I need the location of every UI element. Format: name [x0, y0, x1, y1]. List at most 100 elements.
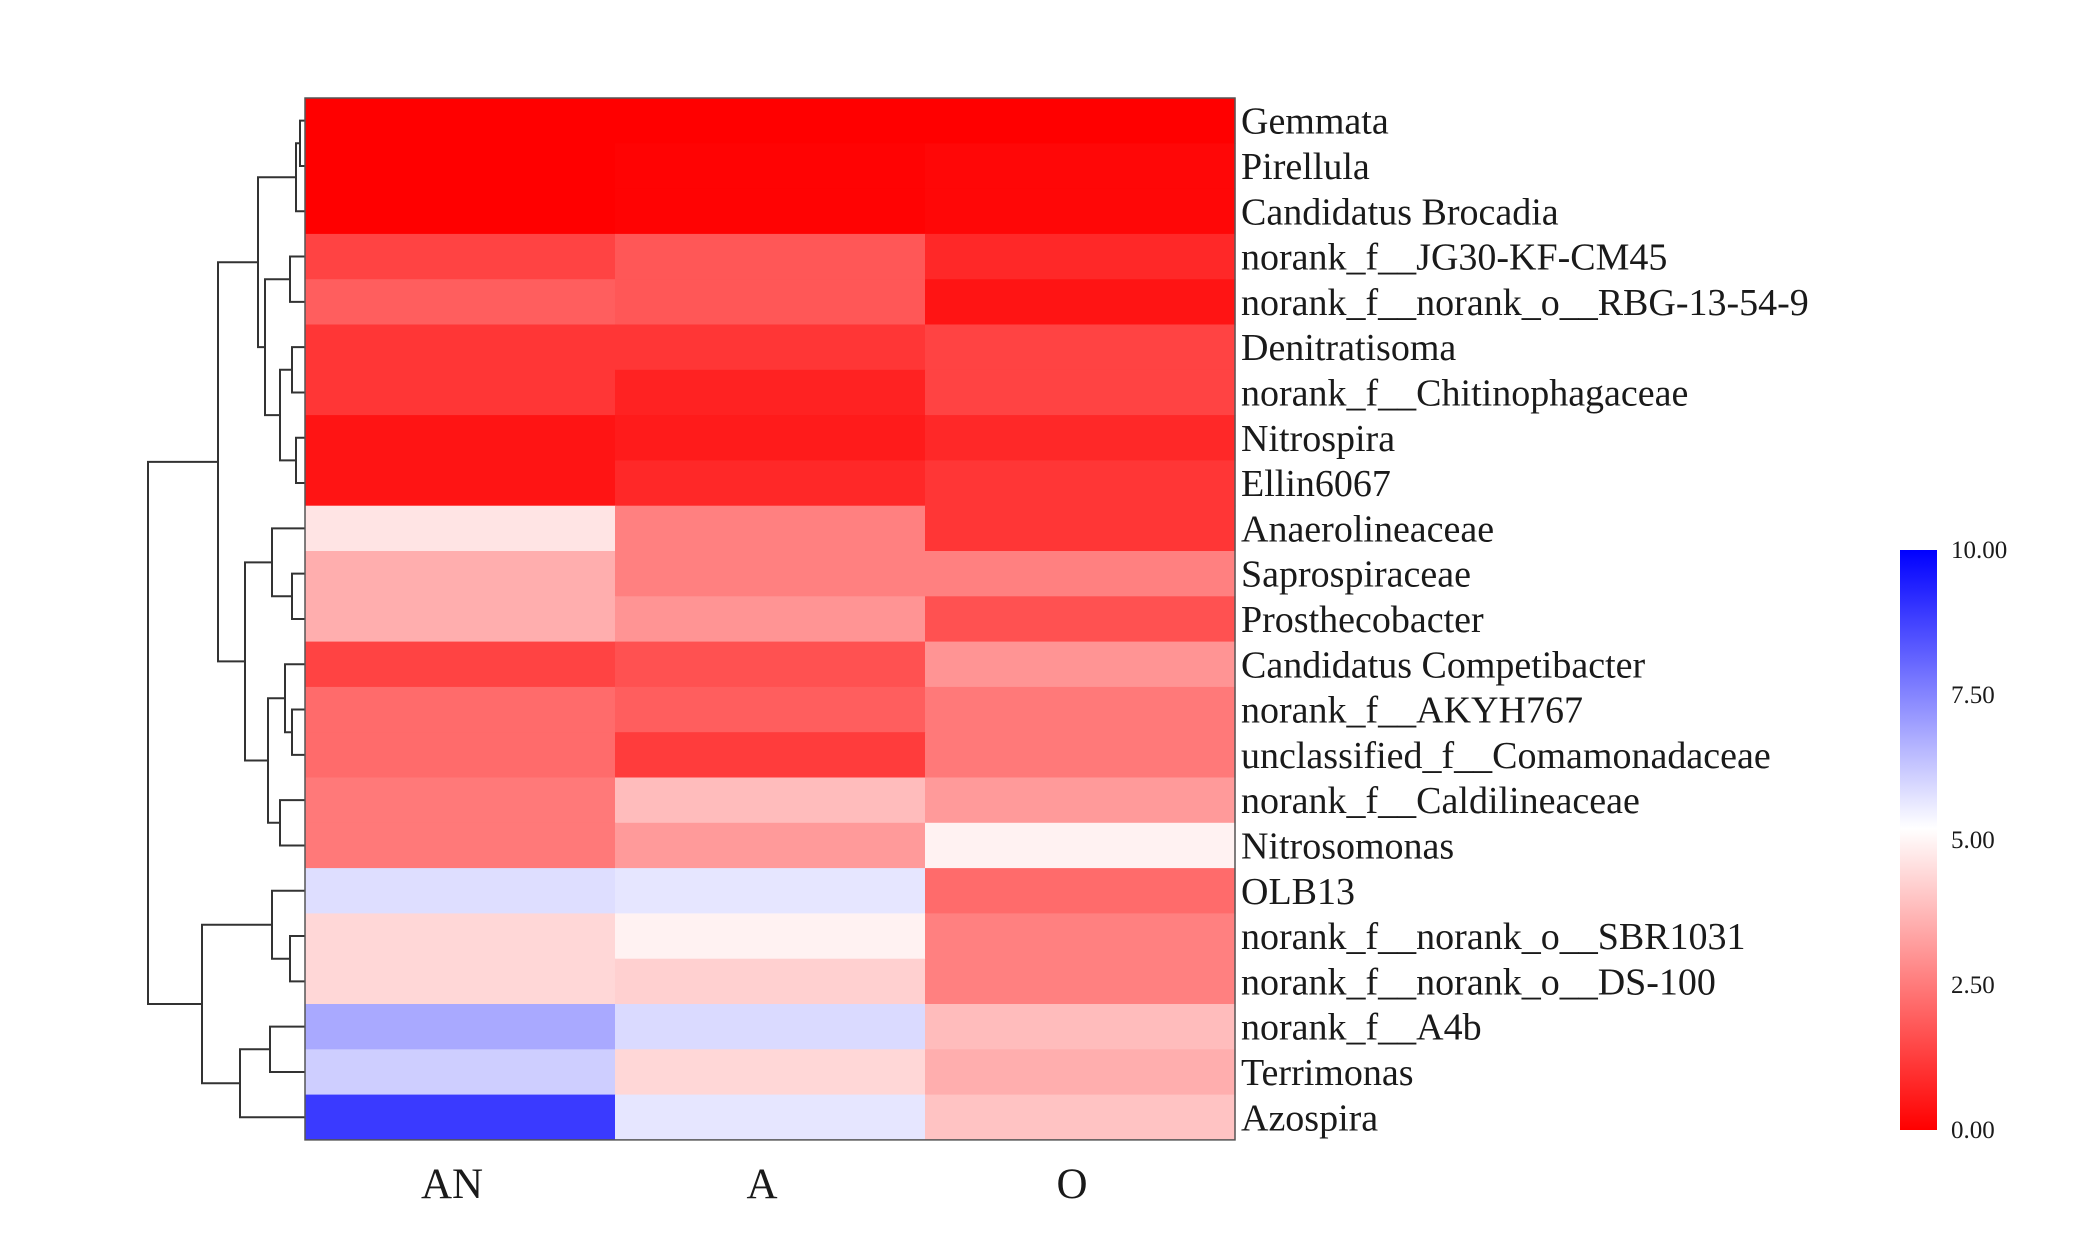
row-label-terrimonas: Terrimonas: [1241, 1052, 1414, 1094]
cell-norank-f-caldilineaceae-an: [305, 777, 616, 824]
cell-gemmata-an: [305, 98, 616, 144]
cell-norank-f-caldilineaceae-o: [925, 777, 1236, 824]
dendrogram-branch: [271, 527, 305, 598]
colorbar-tick-4: 10.00: [1951, 537, 2007, 564]
cell-prosthecobacter-o: [925, 596, 1236, 643]
dendrogram-branch: [289, 255, 305, 303]
cell-saprospiraceae-a: [615, 551, 926, 597]
cell-denitratisoma-an: [305, 324, 616, 371]
row-label-anaerolineaceae: Anaerolineaceae: [1241, 508, 1494, 550]
row-label-norank-f-norank-o-sbr1031: norank_f__norank_o__SBR1031: [1241, 916, 1746, 958]
row-label-candidatus-brocadia: Candidatus Brocadia: [1241, 191, 1559, 233]
dendrogram-branch: [217, 261, 258, 663]
cell-azospira-a: [615, 1094, 926, 1141]
cell-azospira-an: [305, 1094, 616, 1141]
cell-norank-f-akyh767-a: [615, 686, 926, 733]
row-label-olb13: OLB13: [1241, 871, 1355, 913]
dendrogram-branch: [267, 697, 285, 824]
cell-norank-f-akyh767-an: [305, 686, 616, 733]
row-label-ellin6067: Ellin6067: [1241, 463, 1391, 505]
cell-norank-f-norank-o-rbg-13-54-9-o: [925, 279, 1236, 326]
cell-pirellula-an: [305, 143, 616, 190]
colorbar-gradient: [1900, 550, 1937, 1130]
cell-norank-f-a4b-an: [305, 1004, 616, 1050]
cell-norank-f-norank-o-sbr1031-o: [925, 913, 1236, 960]
cell-denitratisoma-a: [615, 324, 926, 371]
dendrogram-branch: [201, 923, 272, 1085]
cell-olb13-o: [925, 868, 1236, 914]
cell-terrimonas-o: [925, 1049, 1236, 1096]
cell-norank-f-norank-o-rbg-13-54-9-a: [615, 279, 926, 326]
cell-norank-f-a4b-a: [615, 1004, 926, 1050]
cell-olb13-a: [615, 868, 926, 914]
cell-ellin6067-a: [615, 460, 926, 507]
dendrogram-branch: [239, 1048, 305, 1119]
cell-anaerolineaceae-o: [925, 505, 1236, 552]
row-label-norank-f-jg30-kf-cm45: norank_f__JG30-KF-CM45: [1241, 237, 1667, 279]
cell-pirellula-o: [925, 143, 1236, 190]
cell-nitrospira-an: [305, 415, 616, 461]
cell-norank-f-jg30-kf-cm45-o: [925, 233, 1236, 280]
cell-saprospiraceae-o: [925, 551, 1236, 597]
colorbar-tick-labels: 0.00 2.50 5.00 7.50 10.00: [1951, 537, 2007, 1144]
row-label-prosthecobacter: Prosthecobacter: [1241, 599, 1484, 641]
cell-candidatus-competibacter-a: [615, 641, 926, 688]
cell-norank-f-jg30-kf-cm45-an: [305, 233, 616, 280]
cell-norank-f-caldilineaceae-a: [615, 777, 926, 824]
dendrogram-branch: [291, 572, 305, 620]
dendrogram-branch: [289, 935, 305, 983]
cell-nitrosomonas-o: [925, 822, 1236, 869]
row-label-candidatus-competibacter: Candidatus Competibacter: [1241, 644, 1646, 686]
cell-terrimonas-an: [305, 1049, 616, 1096]
cell-norank-f-norank-o-ds-100-a: [615, 958, 926, 1005]
row-label-norank-f-chitinophagaceae: norank_f__Chitinophagaceae: [1241, 372, 1688, 414]
heatmap-cells: [305, 98, 1236, 1141]
cell-saprospiraceae-an: [305, 551, 616, 597]
colorbar-tick-1: 2.50: [1951, 972, 1995, 999]
dendrogram-branch: [271, 889, 305, 960]
cell-ellin6067-o: [925, 460, 1236, 507]
cell-olb13-an: [305, 868, 616, 914]
row-label-nitrospira: Nitrospira: [1241, 418, 1395, 460]
dendrogram-branch: [284, 663, 305, 734]
cell-candidatus-competibacter-o: [925, 641, 1236, 688]
row-label-gemmata: Gemmata: [1241, 101, 1389, 143]
cell-azospira-o: [925, 1094, 1236, 1141]
dendrogram-branch: [264, 278, 290, 417]
column-labels: AN A O: [421, 1161, 1088, 1208]
cell-candidatus-competibacter-an: [305, 641, 616, 688]
cell-norank-f-chitinophagaceae-a: [615, 369, 926, 416]
cell-unclassified-f-comamonadaceae-o: [925, 732, 1236, 779]
color-scale-legend: 0.00 2.50 5.00 7.50 10.00: [1900, 537, 2007, 1144]
dendrogram-branch: [291, 708, 305, 756]
dendrogram-branch: [279, 368, 296, 462]
cell-norank-f-norank-o-rbg-13-54-9-an: [305, 279, 616, 326]
column-label-an: AN: [421, 1161, 483, 1208]
column-label-a: A: [746, 1161, 777, 1208]
colorbar-tick-2: 5.00: [1951, 827, 1995, 854]
row-dendrogram: [147, 119, 305, 1119]
dendrogram-branch: [147, 460, 218, 1005]
cell-nitrospira-o: [925, 415, 1236, 461]
cell-prosthecobacter-a: [615, 596, 926, 643]
row-label-pirellula: Pirellula: [1241, 146, 1370, 188]
dendrogram-branch: [269, 1025, 305, 1073]
cell-unclassified-f-comamonadaceae-an: [305, 732, 616, 779]
cell-pirellula-a: [615, 143, 926, 190]
cell-denitratisoma-o: [925, 324, 1236, 371]
cell-candidatus-brocadia-a: [615, 188, 926, 235]
row-label-norank-f-norank-o-rbg-13-54-9: norank_f__norank_o__RBG-13-54-9: [1241, 282, 1809, 324]
cell-norank-f-akyh767-o: [925, 686, 1236, 733]
row-label-unclassified-f-comamonadaceae: unclassified_f__Comamonadaceae: [1241, 735, 1771, 777]
row-label-nitrosomonas: Nitrosomonas: [1241, 825, 1454, 867]
dendrogram-branch: [279, 799, 305, 847]
row-label-saprospiraceae: Saprospiraceae: [1241, 554, 1471, 596]
cell-nitrospira-a: [615, 415, 926, 461]
cell-norank-f-norank-o-ds-100-an: [305, 958, 616, 1005]
cell-prosthecobacter-an: [305, 596, 616, 643]
heatmap-border: [304, 97, 1236, 1141]
cell-norank-f-chitinophagaceae-o: [925, 369, 1236, 416]
row-label-azospira: Azospira: [1241, 1097, 1378, 1139]
